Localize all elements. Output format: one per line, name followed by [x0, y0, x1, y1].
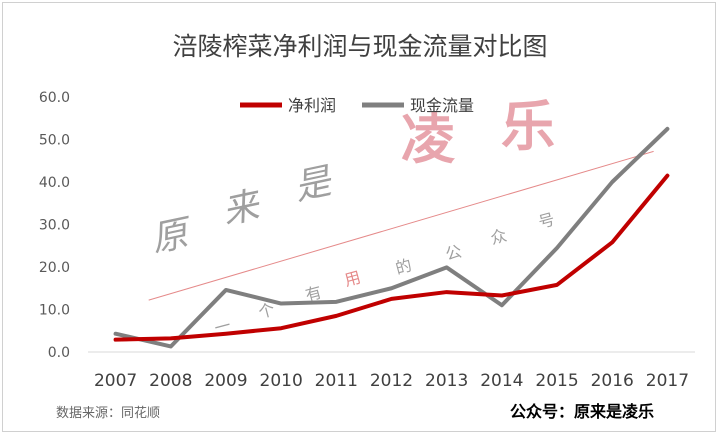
watermark-char-large: 乐 — [501, 94, 555, 158]
chart-title: 涪陵榨菜净利润与现金流量对比图 — [172, 32, 547, 61]
legend-label: 现金流量 — [410, 96, 474, 115]
x-tick-label: 2010 — [260, 371, 303, 391]
watermark-char-small: 众 — [488, 225, 508, 247]
y-tick-label: 50.0 — [39, 133, 70, 149]
watermark-char-small: 公 — [443, 241, 463, 263]
series-line — [113, 173, 670, 342]
x-tick-label: 2011 — [315, 371, 358, 391]
watermark-char-small: 的 — [393, 255, 413, 277]
watermark-underline — [148, 150, 654, 301]
legend-item: 净利润 — [240, 96, 336, 115]
chart-frame — [2, 2, 716, 432]
data-source-note: 数据来源：同花顺 — [56, 406, 161, 421]
y-tick-label: 20.0 — [39, 260, 70, 276]
watermark-char-small: 个 — [256, 299, 276, 321]
x-tick-label: 2015 — [535, 371, 578, 391]
legend-label: 净利润 — [288, 96, 336, 115]
watermark-char-large: 凌 — [401, 107, 456, 171]
watermark-char-diagonal: 原 — [148, 212, 198, 261]
account-credit: 公众号：原来是凌乐 — [510, 402, 655, 421]
watermark-char-small: 有 — [303, 282, 323, 304]
y-tick-label: 10.0 — [39, 303, 70, 319]
watermark-char-diagonal: 是 — [291, 161, 337, 209]
y-tick-label: 60.0 — [39, 90, 70, 106]
y-tick-label: 30.0 — [39, 218, 70, 234]
watermark-char-diagonal: 来 — [219, 184, 266, 232]
x-tick-label: 2008 — [149, 371, 192, 391]
x-tick-label: 2016 — [591, 371, 634, 391]
x-tick-label: 2007 — [94, 371, 137, 391]
x-tick-label: 2012 — [370, 371, 413, 391]
x-tick-label: 2009 — [204, 371, 247, 391]
watermark-char-small: 用 — [342, 267, 362, 289]
series-line — [113, 126, 670, 349]
legend-item: 现金流量 — [362, 96, 474, 115]
y-tick-label: 40.0 — [39, 175, 70, 191]
x-tick-label: 2014 — [480, 371, 523, 391]
watermark-char-small: 号 — [536, 209, 556, 231]
y-tick-label: 0.0 — [48, 345, 70, 361]
x-tick-label: 2017 — [646, 371, 689, 391]
x-tick-label: 2013 — [425, 371, 468, 391]
